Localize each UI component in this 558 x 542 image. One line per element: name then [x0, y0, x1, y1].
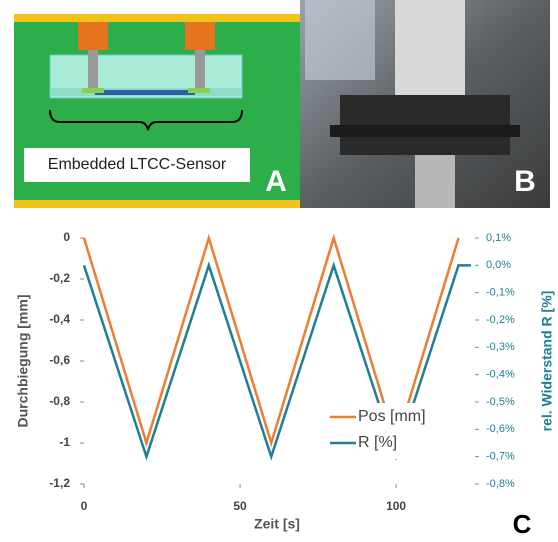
y-tick-label: -1 [59, 435, 70, 449]
x-axis-label: Zeit [s] [254, 516, 300, 532]
window [305, 0, 375, 80]
post [88, 50, 98, 88]
stem [415, 155, 455, 208]
x-tick-label: 50 [233, 499, 247, 513]
strip [14, 14, 300, 22]
y-tick-label: -1,2 [49, 476, 70, 490]
y2-tick-label: -0,1% [486, 287, 515, 299]
y2-tick-label: -0,3% [486, 341, 515, 353]
y-tick-label: -0,8 [49, 394, 70, 408]
legend-label: R [%] [358, 434, 397, 451]
y2-tick-label: -0,4% [486, 369, 515, 381]
block [78, 22, 108, 50]
sensor-layer [95, 90, 195, 95]
y-axis-label: Durchbiegung [mm] [15, 295, 31, 428]
figure: Embedded LTCC-Sensor A B Durchbiegung [m… [0, 0, 558, 542]
y2-tick-label: -0,7% [486, 451, 515, 463]
panel-letter: A [265, 165, 287, 198]
x-tick-label: 100 [386, 499, 406, 513]
y2-tick-label: -0,6% [486, 423, 515, 435]
block [185, 22, 215, 50]
y2-tick-label: 0,1% [486, 232, 511, 244]
x-tick-label: 0 [81, 499, 88, 513]
y-tick-label: 0 [63, 230, 70, 244]
y-tick-label: -0,2 [49, 271, 70, 285]
pad [82, 88, 104, 93]
post [195, 50, 205, 88]
plate [330, 125, 520, 137]
y2-tick-label: 0,0% [486, 259, 511, 271]
panel-letter: B [514, 165, 536, 198]
pad [188, 88, 210, 93]
column [395, 0, 465, 95]
y2-tick-label: -0,5% [486, 396, 515, 408]
strip [14, 200, 300, 208]
panel-b: B [300, 0, 550, 208]
y-tick-label: -0,4 [49, 312, 70, 326]
panel-letter: C [513, 509, 532, 539]
legend-label: Pos [mm] [358, 408, 426, 425]
panel-a-label: Embedded LTCC-Sensor [48, 156, 227, 173]
chart: Durchbiegung [mm] rel. Widerstand R [%] … [15, 230, 555, 539]
y2-tick-label: -0,8% [486, 478, 515, 490]
panel-a: Embedded LTCC-Sensor A [14, 14, 300, 208]
y2-tick-label: -0,2% [486, 314, 515, 326]
y2-axis-label: rel. Widerstand R [%] [539, 291, 555, 432]
y-tick-label: -0,6 [49, 353, 70, 367]
